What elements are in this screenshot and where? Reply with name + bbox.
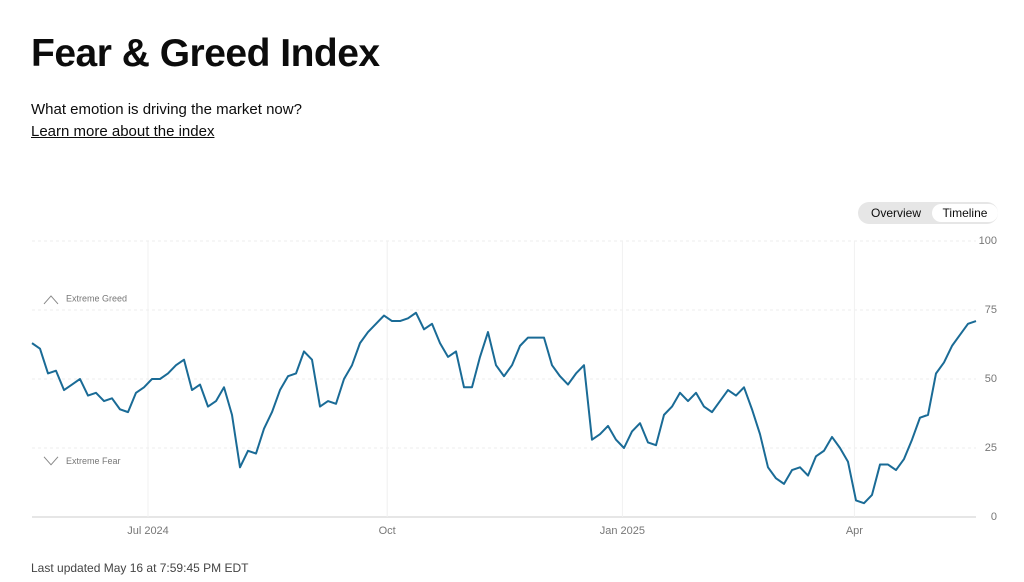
annotation-label: Extreme Fear — [66, 456, 121, 466]
y-tick-label: 0 — [991, 511, 997, 523]
annotation-label: Extreme Greed — [66, 293, 127, 303]
y-tick-label: 75 — [985, 304, 997, 316]
learn-more-link[interactable]: Learn more about the index — [31, 123, 215, 140]
y-tick-label: 100 — [979, 235, 997, 247]
x-tick-label: Jul 2024 — [127, 525, 169, 537]
toggle-option[interactable]: Overview — [870, 206, 921, 220]
annotation-arrow — [43, 295, 59, 305]
x-tick-label: Oct — [379, 525, 396, 537]
chart: 0 25 50 75 100 Jul 2024 Oct Jan 2025 Apr Extreme … — [31, 235, 997, 537]
x-tick-label: Apr — [846, 525, 863, 537]
y-tick-label: 25 — [985, 442, 997, 454]
subtitle: What emotion is driving the market now? — [31, 101, 302, 118]
index-line — [31, 311, 977, 505]
y-tick-label: 50 — [985, 373, 997, 385]
x-tick-label: Jan 2025 — [600, 525, 645, 537]
annotation-arrow — [43, 456, 59, 466]
last-updated: Last updated May 16 at 7:59:45 PM EDT — [31, 561, 249, 575]
view-toggle: Overview Timeline — [858, 202, 998, 224]
page-title: Fear & Greed Index — [31, 32, 380, 75]
toggle-option[interactable]: Timeline — [932, 204, 998, 222]
